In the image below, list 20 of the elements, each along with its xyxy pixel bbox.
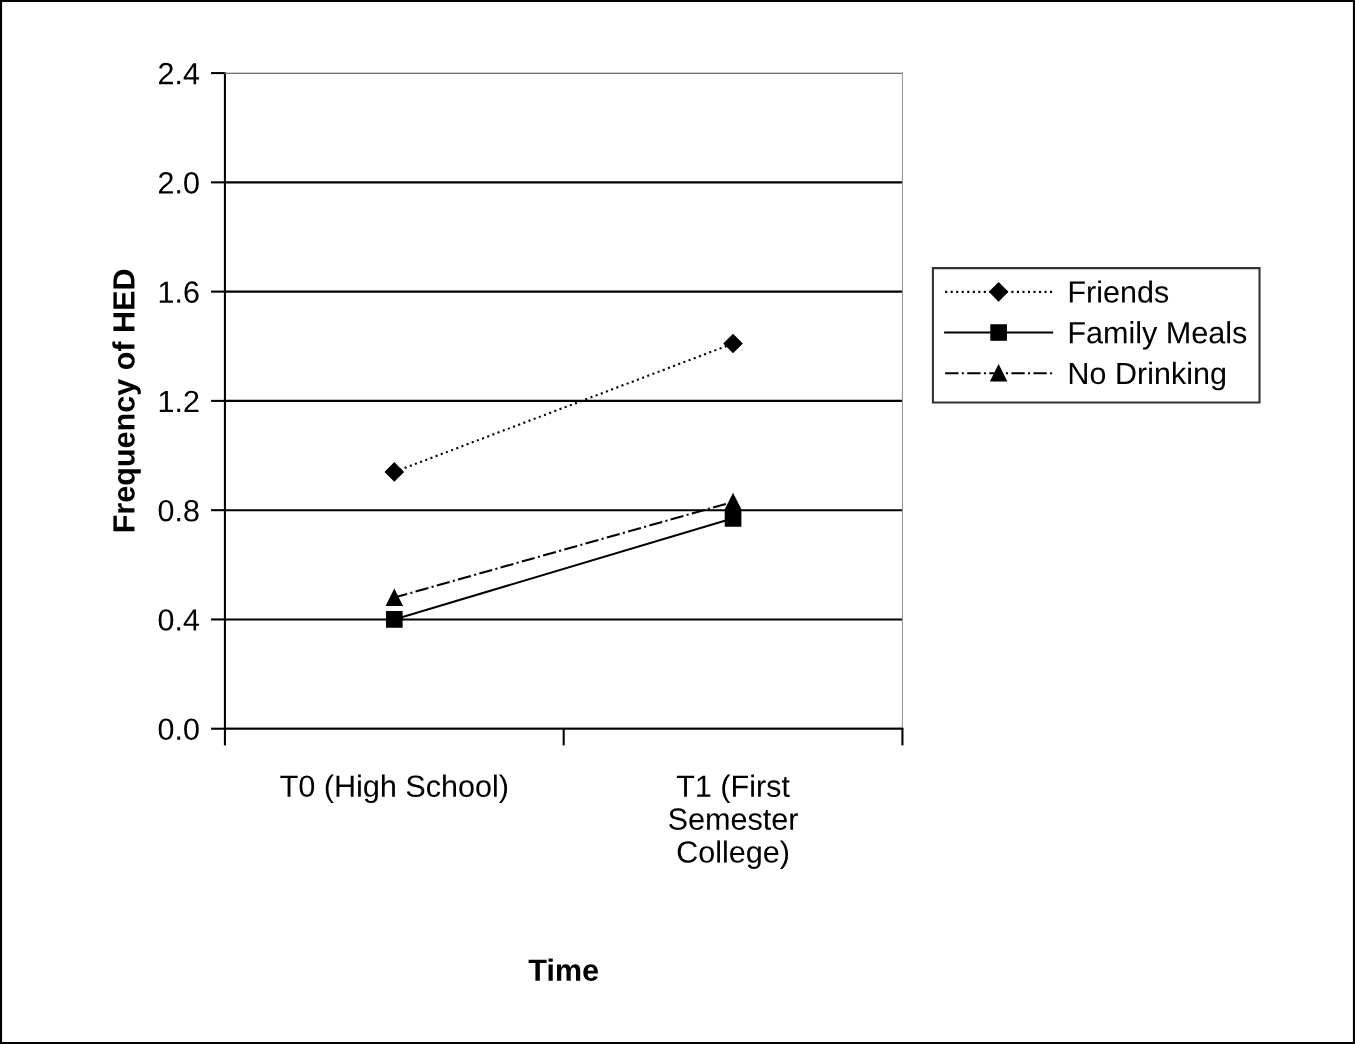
y-tick-label: 0.0 — [158, 718, 199, 741]
x-tick-label: T0 (High School) — [280, 774, 508, 804]
legend-label: Friends — [1069, 280, 1169, 303]
y-tick-label: 1.2 — [159, 390, 199, 412]
y-tick-label: 1.6 — [159, 281, 199, 303]
y-tick-label: 2.0 — [159, 172, 199, 194]
legend-label: No Drinking — [1069, 361, 1226, 391]
y-tick-label: 2.4 — [159, 62, 200, 85]
point — [723, 333, 743, 354]
y-axis-title: Frequency of HED — [112, 269, 141, 532]
y-tick-label: 0.4 — [158, 609, 200, 631]
y-tick-label: 0.8 — [158, 499, 199, 522]
point — [385, 611, 403, 628]
x-axis-title: Time — [528, 958, 599, 982]
legend-label: Family Meals — [1069, 321, 1247, 350]
point — [385, 589, 403, 606]
point — [384, 462, 404, 482]
x-tick-label: T1 (First Semester College) — [669, 774, 798, 869]
point — [724, 510, 742, 527]
point — [724, 493, 742, 511]
